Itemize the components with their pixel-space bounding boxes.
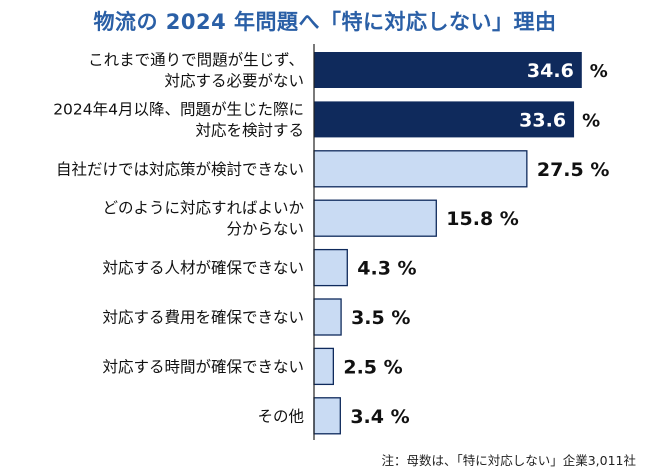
value-label: 4.3 %	[357, 258, 416, 280]
bar	[313, 347, 335, 386]
category-label: 対応を検討する	[195, 121, 304, 139]
category-label: 対応する時間が確保できない	[102, 358, 304, 376]
category-label: 2024年4月以降、問題が生じた際に	[53, 100, 304, 118]
bar	[313, 397, 341, 435]
value-label: 3.4 %	[350, 406, 409, 428]
bar	[313, 150, 528, 188]
category-label: その他	[257, 407, 304, 425]
bar	[313, 248, 348, 287]
category-label: 対応する人材が確保できない	[102, 259, 304, 277]
bar	[313, 298, 342, 336]
value-label: 2.5 %	[343, 356, 402, 378]
category-label: 対応する費用を確保できない	[102, 309, 304, 327]
chart-title: 物流の 2024 年問題へ「特に対応しない」理由	[93, 10, 557, 34]
value-label: 34.6	[527, 60, 574, 82]
unit-label: %	[590, 61, 608, 82]
value-label: 27.5 %	[537, 159, 610, 181]
bar	[314, 52, 582, 88]
category-label: 自社だけでは対応策が検討できない	[56, 160, 304, 178]
category-label: 分からない	[226, 220, 304, 238]
category-label: 対応する必要がない	[164, 72, 304, 90]
unit-label: %	[582, 110, 600, 131]
category-label: どのように対応すればよいか	[102, 199, 304, 217]
bar	[314, 101, 575, 138]
category-label: これまで通りで問題が生じず、	[88, 51, 304, 69]
value-label: 15.8 %	[446, 208, 519, 230]
bar	[313, 199, 437, 237]
chart-note: 注：母数は、「特に対応しない」企業3,011社	[381, 453, 636, 468]
value-label: 33.6	[519, 109, 566, 131]
value-label: 3.5 %	[351, 307, 410, 329]
